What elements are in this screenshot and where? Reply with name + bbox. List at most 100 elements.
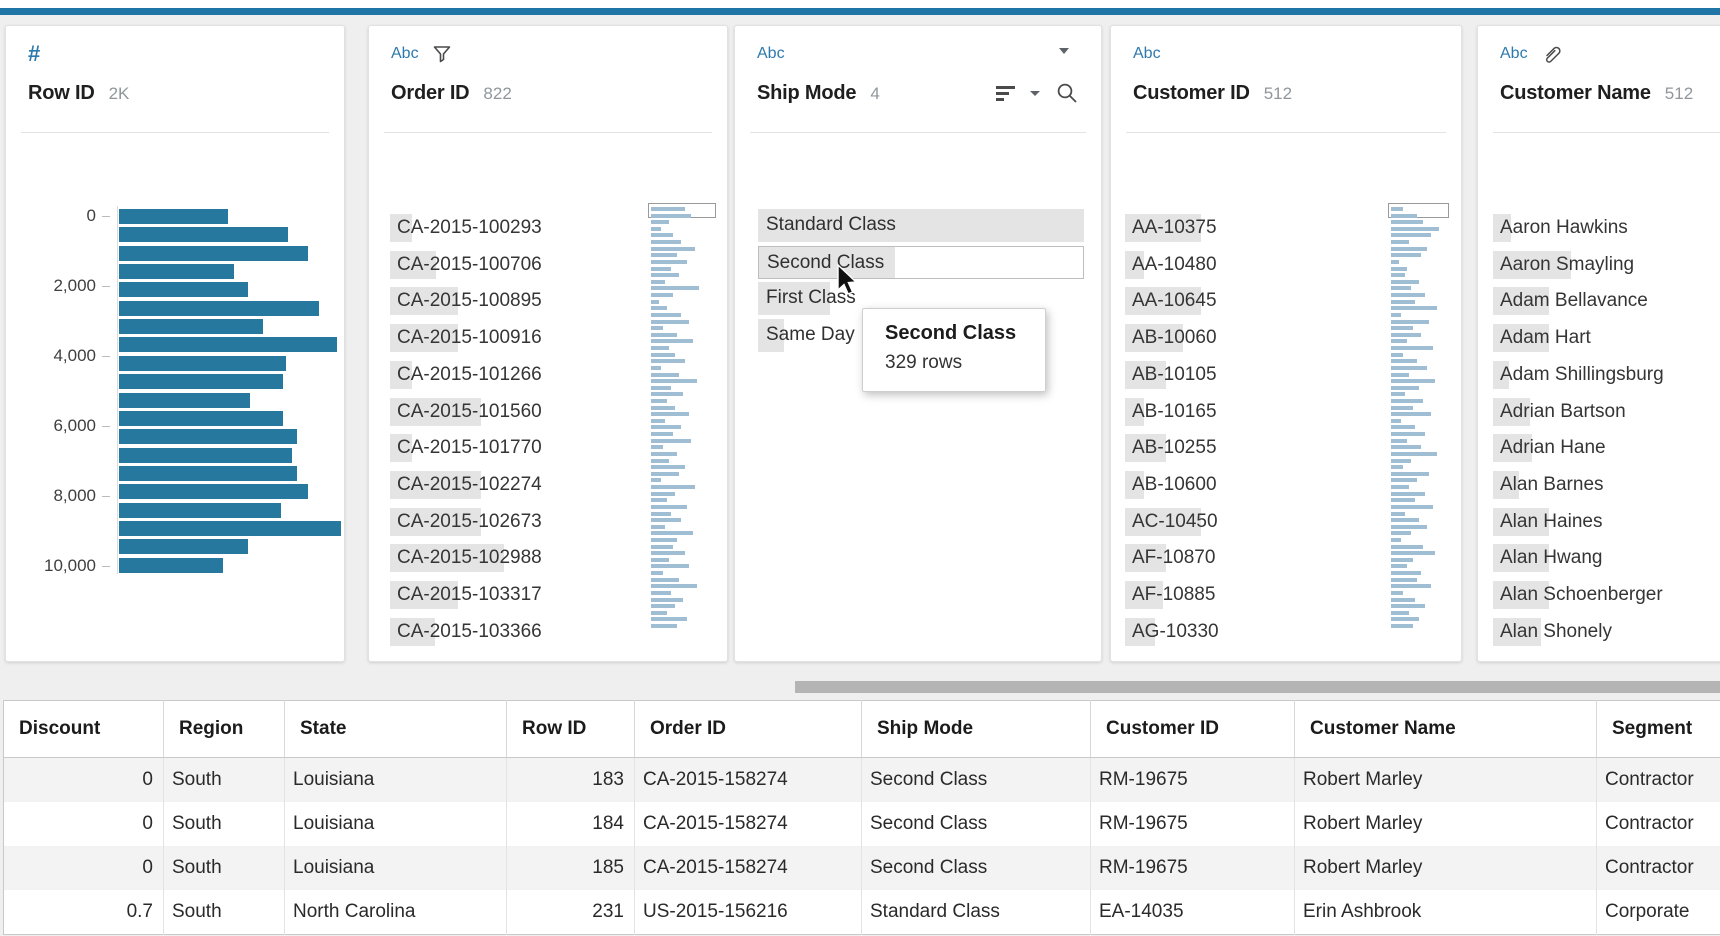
number-type-icon[interactable]: # <box>28 41 41 66</box>
value-list-item[interactable]: Aaron Smayling <box>1493 250 1720 279</box>
grid-row[interactable]: 0.7 South North Carolina 231 US-2015-156216 S… <box>3 890 1720 935</box>
grid-cell[interactable]: Robert Marley <box>1294 846 1597 890</box>
grid-row[interactable]: 0 South Louisiana 184 CA-2015-158274 Second C… <box>3 802 1720 846</box>
grid-column-header[interactable]: Order ID <box>634 700 862 758</box>
histogram-bar[interactable] <box>119 539 248 555</box>
value-list-item[interactable]: Adam Shillingsburg <box>1493 360 1720 389</box>
grid-cell[interactable]: CA-2015-158274 <box>634 802 862 846</box>
value-list-item[interactable]: AB-10255 <box>1125 434 1365 463</box>
histogram-bar[interactable] <box>119 447 292 463</box>
histogram-bar[interactable] <box>119 465 297 481</box>
value-list-item[interactable]: Second Class <box>758 245 1084 279</box>
grid-cell[interactable]: Erin Ashbrook <box>1294 890 1597 935</box>
grid-cell[interactable]: Contractor <box>1596 846 1720 890</box>
grid-column-header[interactable]: Region <box>163 700 285 758</box>
value-list-item[interactable]: CA-2015-102988 <box>390 544 640 573</box>
grid-cell[interactable]: Contractor <box>1596 802 1720 846</box>
histogram-bar[interactable] <box>119 209 228 224</box>
value-list-item[interactable]: First Class <box>758 282 1084 316</box>
value-list-item[interactable]: AA-10480 <box>1125 250 1365 279</box>
grid-column-header[interactable]: State <box>284 700 507 758</box>
value-list-item[interactable]: Adrian Hane <box>1493 434 1720 463</box>
value-list-item[interactable]: Aaron Hawkins <box>1493 214 1720 242</box>
value-list-item[interactable]: CA-2015-101560 <box>390 397 640 426</box>
histogram-bar[interactable] <box>119 355 286 371</box>
grid-column-header[interactable]: Row ID <box>506 700 635 758</box>
grid-cell[interactable]: Second Class <box>861 757 1091 802</box>
grid-cell[interactable]: CA-2015-158274 <box>634 757 862 802</box>
grid-row[interactable]: 0 South Louisiana 183 CA-2015-158274 Second C… <box>3 757 1720 802</box>
histogram-bar[interactable] <box>119 264 234 280</box>
value-list-item[interactable]: Alan Haines <box>1493 507 1720 536</box>
grid-row[interactable]: 0 South Louisiana 185 CA-2015-158274 Second C… <box>3 846 1720 890</box>
grid-cell[interactable]: Robert Marley <box>1294 757 1597 802</box>
value-list-item[interactable]: CA-2015-100895 <box>390 287 640 316</box>
value-list-item[interactable]: AG-10330 <box>1125 617 1365 646</box>
value-list-item[interactable]: AB-10165 <box>1125 397 1365 426</box>
value-list-item[interactable]: CA-2015-100916 <box>390 324 640 353</box>
value-list-item[interactable]: Alan Barnes <box>1493 470 1720 499</box>
value-list-item[interactable]: CA-2015-102673 <box>390 507 640 536</box>
value-list-item[interactable]: CA-2015-103317 <box>390 581 640 609</box>
value-list-item[interactable]: CA-2015-100706 <box>390 250 640 279</box>
value-list-item[interactable]: Alan Schoenberger <box>1493 581 1720 609</box>
string-type-icon[interactable]: Abc <box>757 45 785 62</box>
value-list-item[interactable]: AA-10375 <box>1125 214 1365 242</box>
grid-cell[interactable]: RM-19675 <box>1090 802 1295 846</box>
histogram-bar[interactable] <box>119 245 308 261</box>
grid-cell[interactable]: North Carolina <box>284 890 507 935</box>
grid-cell[interactable]: 0.7 <box>3 890 164 935</box>
grid-cell[interactable]: 231 <box>506 890 635 935</box>
grid-cell[interactable]: Contractor <box>1596 757 1720 802</box>
search-icon[interactable] <box>1055 81 1079 105</box>
value-list-item[interactable]: CA-2015-103366 <box>390 617 640 646</box>
value-list-item[interactable]: Alan Shonely <box>1493 617 1720 646</box>
grid-cell[interactable]: Second Class <box>861 802 1091 846</box>
horizontal-scrollbar-thumb[interactable] <box>795 681 1720 693</box>
grid-column-header[interactable]: Customer Name <box>1294 700 1597 758</box>
grid-cell[interactable]: 0 <box>3 757 164 802</box>
histogram-bar[interactable] <box>119 557 223 573</box>
grid-cell[interactable]: RM-19675 <box>1090 846 1295 890</box>
grid-cell[interactable]: 184 <box>506 802 635 846</box>
histogram-bar[interactable] <box>119 319 263 335</box>
grid-cell[interactable]: 183 <box>506 757 635 802</box>
value-list-item[interactable]: Adrian Bartson <box>1493 397 1720 426</box>
order-id-summary-strip[interactable] <box>648 203 716 647</box>
grid-cell[interactable]: Corporate <box>1596 890 1720 935</box>
string-type-icon[interactable]: Abc <box>391 45 419 62</box>
value-list-item[interactable]: AB-10600 <box>1125 470 1365 499</box>
grid-cell[interactable]: 0 <box>3 846 164 890</box>
sort-icon[interactable] <box>996 85 1015 101</box>
histogram-bar[interactable] <box>119 520 341 536</box>
customer-id-summary-strip[interactable] <box>1388 203 1449 647</box>
grid-cell[interactable]: Robert Marley <box>1294 802 1597 846</box>
histogram-bar[interactable] <box>119 429 297 445</box>
grid-cell[interactable]: CA-2015-158274 <box>634 846 862 890</box>
histogram-bar[interactable] <box>119 410 283 426</box>
histogram-bar[interactable] <box>119 502 281 518</box>
grid-cell[interactable]: RM-19675 <box>1090 757 1295 802</box>
grid-column-header[interactable]: Customer ID <box>1090 700 1295 758</box>
value-list-item[interactable]: Same Day <box>758 319 1084 353</box>
histogram-bar[interactable] <box>119 282 248 298</box>
grid-cell[interactable]: US-2015-156216 <box>634 890 862 935</box>
value-list-item[interactable]: CA-2015-100293 <box>390 214 640 242</box>
value-list-item[interactable]: CA-2015-102274 <box>390 470 640 499</box>
grid-cell[interactable]: Second Class <box>861 846 1091 890</box>
value-list-item[interactable]: Alan Hwang <box>1493 544 1720 573</box>
grid-column-header[interactable]: Segment <box>1596 700 1720 758</box>
value-list-item[interactable]: Adam Bellavance <box>1493 287 1720 316</box>
histogram-bar[interactable] <box>119 374 283 390</box>
value-list-item[interactable]: AA-10645 <box>1125 287 1365 316</box>
string-type-icon[interactable]: Abc <box>1500 45 1528 62</box>
value-list-item[interactable]: AF-10885 <box>1125 581 1365 609</box>
filter-icon[interactable] <box>432 44 452 64</box>
grid-cell[interactable]: Louisiana <box>284 802 507 846</box>
grid-cell[interactable]: South <box>163 846 285 890</box>
grid-cell[interactable]: Louisiana <box>284 846 507 890</box>
value-list-item[interactable]: AB-10105 <box>1125 360 1365 389</box>
string-type-icon[interactable]: Abc <box>1133 45 1161 62</box>
pane-menu-caret-icon[interactable] <box>1059 48 1069 54</box>
sort-caret-icon[interactable] <box>1030 90 1040 96</box>
